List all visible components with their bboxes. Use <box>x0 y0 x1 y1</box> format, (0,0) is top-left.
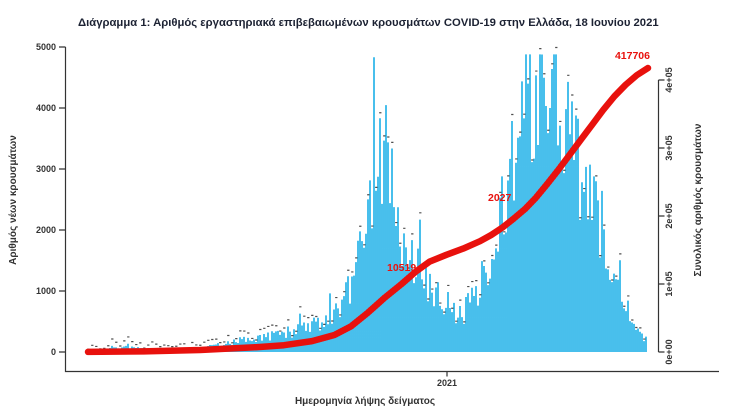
axis-spines-and-ticks <box>59 46 719 377</box>
daily-new-cases-bars <box>87 54 647 352</box>
daily-cases-bars-layer <box>87 54 647 352</box>
chart-title: Διάγραμμα 1: Αριθμός εργαστηριακά επιβεβ… <box>78 17 659 29</box>
right-axis-tick-4: 4e+05 <box>664 67 674 92</box>
cumulative-annotation-2: 417706 <box>615 50 650 62</box>
right-axis-tick-1: 1e+05 <box>664 271 674 296</box>
right-axis-tick-3: 3e+05 <box>664 135 674 160</box>
cumulative-annotation-0: 10519 <box>387 262 416 274</box>
left-axis-tick-1: 1000 <box>36 286 56 296</box>
annotations-under-line: 10519 2027 <box>387 192 512 274</box>
left-axis-tick-2: 2000 <box>36 225 56 235</box>
left-axis-tick-4: 4000 <box>36 103 56 113</box>
y-axis-label-left: Αριθμός νέων κρουσμάτων <box>8 135 19 265</box>
annotations-over-line: 417706 <box>615 50 650 62</box>
right-axis-tick-2: 2e+05 <box>664 203 674 228</box>
cumulative-annotation-1: 2027 <box>488 192 512 204</box>
left-axis-tick-0: 0 <box>51 347 56 357</box>
x-axis-tick-0: 2021 <box>437 378 457 388</box>
x-axis-label: Ημερομηνία λήψης δείγματος <box>295 396 435 407</box>
left-axis-tick-3: 3000 <box>36 164 56 174</box>
right-axis-tick-0: 0e+00 <box>664 339 674 364</box>
cumulative-line-layer <box>84 64 652 356</box>
left-axis-tick-5: 5000 <box>36 42 56 52</box>
axes-layer <box>59 46 719 377</box>
cumulative-cases-line <box>84 64 652 356</box>
tick-labels-layer: 0 1000 2000 3000 4000 5000 0e+00 1e+05 2e+05 3e+0… <box>36 42 674 388</box>
y-axis-label-right: Συνολικός αριθμός κρουσμάτων <box>693 123 704 276</box>
